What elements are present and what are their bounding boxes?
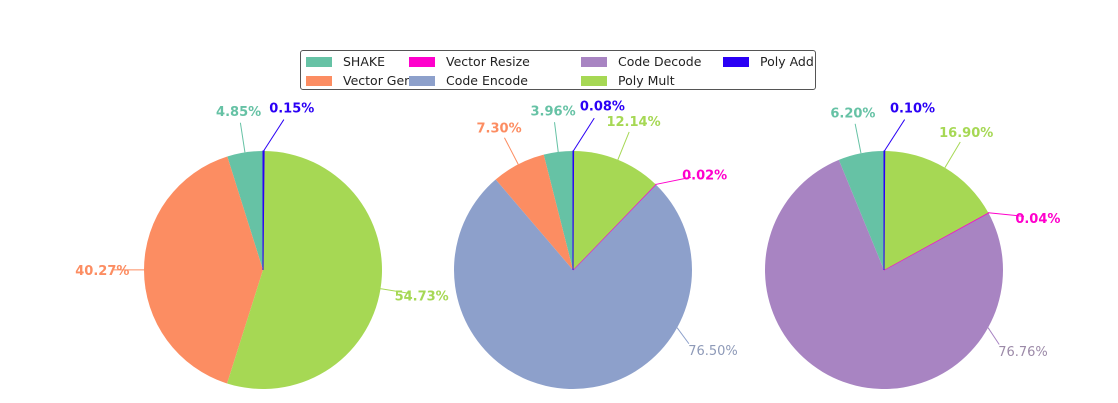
slice-label: 0.10% [890, 101, 935, 116]
legend-item-poly-mult: Poly Mult [581, 73, 675, 88]
legend: SHAKE Vector Gen Vector Resize Code Encode C… [300, 50, 816, 90]
slice-label: 0.15% [269, 101, 314, 116]
leader-line [883, 119, 906, 152]
leader-line [263, 119, 285, 152]
legend-swatch [581, 75, 607, 86]
legend-label: Poly Mult [618, 73, 675, 88]
leader-line [617, 131, 630, 160]
slice-poly-mult [573, 151, 656, 270]
legend-item-shake: SHAKE [306, 54, 385, 69]
leader-line [676, 327, 690, 345]
slice-label: 7.30% [477, 121, 522, 136]
pie-1: 4.85% 40.27% 54.73% 0.15% [75, 101, 449, 389]
leader-line [572, 117, 595, 152]
leader-line [655, 176, 692, 185]
legend-label: Code Encode [446, 73, 528, 88]
legend-item-poly-add: Poly Add [723, 54, 814, 69]
legend-item-vector-gen: Vector Gen [306, 73, 412, 88]
slice-label: 4.85% [216, 105, 261, 120]
leader-line [239, 122, 246, 153]
slice-poly-mult [227, 151, 382, 389]
pie-2: 3.96% 7.30% 76.50% 0.02% 12.14%0.08% [454, 99, 738, 389]
legend-swatch [723, 56, 749, 67]
legend-swatch [409, 56, 435, 67]
slice-label: 76.76% [998, 345, 1048, 360]
legend-swatch [409, 75, 435, 86]
legend-swatch [306, 56, 332, 67]
slice-code-encode [454, 179, 692, 389]
slice-label: 40.27% [75, 264, 129, 279]
legend-label: SHAKE [343, 54, 385, 69]
leader-line [554, 122, 559, 152]
slice-poly-add [572, 150, 575, 271]
slice-label: 6.20% [830, 106, 875, 121]
slice-label: 0.08% [580, 99, 625, 114]
legend-item-code-decode: Code Decode [581, 54, 701, 69]
legend-label: Code Decode [618, 54, 702, 69]
slice-label: 12.14% [606, 115, 660, 130]
leader-line [504, 137, 519, 165]
legend-item-vector-resize: Vector Resize [409, 54, 530, 69]
slice-label: 3.96% [531, 105, 576, 120]
slice-label: 0.04% [1015, 212, 1060, 227]
slice-label: 54.73% [395, 289, 449, 304]
slice-shake [838, 151, 884, 270]
leader-line [944, 141, 961, 169]
pie-3: 6.20% 76.76% 0.04% 16.90% 0.10% [765, 101, 1060, 389]
slice-poly-mult [884, 151, 989, 270]
leader-line [854, 123, 862, 154]
legend-label: Poly Add [760, 54, 814, 69]
slice-vector-gen [144, 156, 263, 384]
legend-label: Vector Gen [343, 73, 413, 88]
leader-line [380, 288, 411, 294]
slice-code-decode [765, 159, 1004, 389]
slice-label: 76.50% [688, 344, 738, 359]
slice-shake [543, 151, 573, 270]
slice-shake [227, 151, 263, 270]
leader-line [987, 327, 1000, 345]
legend-swatch [581, 56, 607, 67]
slice-label: 16.90% [939, 126, 993, 141]
legend-item-code-encode: Code Encode [409, 73, 528, 88]
legend-label: Vector Resize [446, 54, 530, 69]
leader-line [988, 212, 1025, 217]
slice-label: 0.02% [682, 168, 727, 183]
legend-swatch [306, 75, 332, 86]
slice-vector-gen [495, 154, 573, 270]
